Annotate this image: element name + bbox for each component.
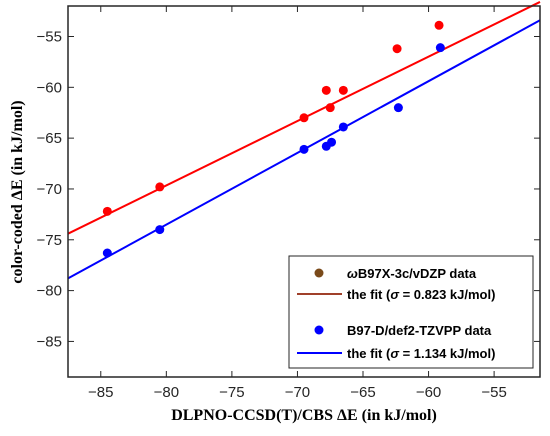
legend-marker-b97d [314, 325, 324, 335]
legend: ωB97X-3c/vDZP data the fit (σ = 0.823 kJ… [288, 255, 534, 369]
x-tick-label: −70 [285, 384, 310, 401]
y-tick-label: −60 [37, 79, 62, 96]
data-point-b97x-3c-vdzp-data-6 [392, 44, 402, 54]
x-tick-label: −80 [154, 384, 179, 401]
x-tick-label: −75 [219, 384, 244, 401]
plot-frame [67, 5, 541, 378]
data-point-b97-d-def2-tzvpp-data-1 [155, 225, 165, 235]
data-point-b97-d-def2-tzvpp-data-4 [327, 137, 337, 147]
data-point-b97x-3c-vdzp-data-7 [434, 20, 444, 30]
y-axis-label: color-coded ΔE (in kJ/mol) [9, 100, 26, 283]
data-points [102, 20, 445, 258]
y-tick-label: −55 [37, 28, 62, 45]
data-point-b97x-3c-vdzp-data-3 [321, 85, 331, 95]
legend-marker-wb97x3c [314, 268, 324, 278]
data-point-b97x-3c-vdzp-data-4 [325, 103, 335, 113]
data-point-b97x-3c-vdzp-data-5 [338, 85, 348, 95]
y-tick-label: −85 [37, 333, 62, 350]
legend-label-b97d: B97-D/def2-TZVPP data [347, 323, 492, 338]
y-tick-label: −70 [37, 181, 62, 198]
data-point-b97x-3c-vdzp-data-0 [102, 206, 112, 216]
legend-label-fit-red: the fit (σ = 0.823 kJ/mol) [347, 287, 495, 302]
legend-label-fit-blue: the fit (σ = 1.134 kJ/mol) [347, 346, 495, 361]
data-point-b97-d-def2-tzvpp-data-7 [435, 43, 445, 53]
x-tick-label: −65 [350, 384, 375, 401]
data-point-b97x-3c-vdzp-data-1 [155, 182, 165, 192]
x-tick-label: −60 [416, 384, 441, 401]
x-tick-label: −85 [88, 384, 113, 401]
y-tick-label: −80 [37, 283, 62, 300]
data-point-b97-d-def2-tzvpp-data-5 [338, 122, 348, 132]
y-tick-label: −75 [37, 232, 62, 249]
data-point-b97-d-def2-tzvpp-data-2 [299, 144, 309, 154]
data-point-b97x-3c-vdzp-data-2 [299, 113, 309, 123]
data-point-b97-d-def2-tzvpp-data-0 [102, 248, 112, 258]
x-axis-label: DLPNO-CCSD(T)/CBS ΔE (in kJ/mol) [171, 407, 437, 424]
data-point-b97-d-def2-tzvpp-data-6 [393, 103, 403, 113]
legend-label-wb97x3c: ωB97X-3c/vDZP data [347, 266, 477, 281]
y-tick-label: −65 [37, 130, 62, 147]
x-tick-label: −55 [481, 384, 506, 401]
x-axis-ticks: −85 −80 −75 −70 −65 −60 −55 [88, 6, 507, 401]
legend-box [288, 255, 534, 369]
y-axis-ticks: −55 −60 −65 −70 −75 −80 −85 [37, 28, 540, 350]
